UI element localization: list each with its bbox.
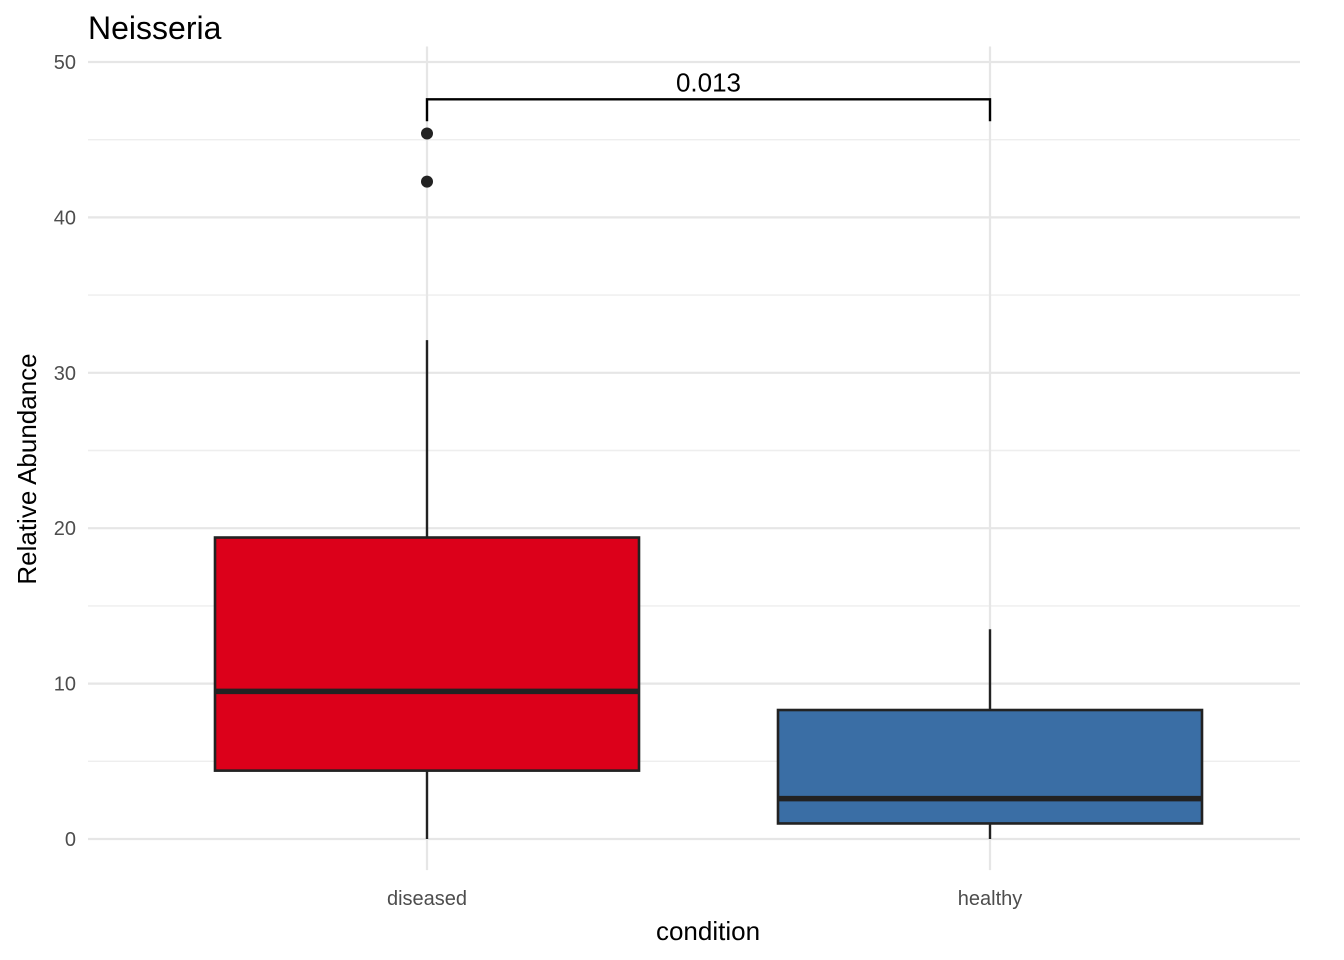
y-tick-label: 20 — [54, 518, 76, 540]
y-tick-label: 10 — [54, 674, 76, 696]
x-axis-title: condition — [656, 916, 760, 946]
y-axis-title: Relative Abundance — [12, 353, 42, 584]
x-tick-label: diseased — [387, 888, 467, 910]
box-iqr — [213, 536, 641, 772]
significance-annotation: 0.013 — [425, 67, 992, 122]
box-healthy — [776, 629, 1204, 839]
box-diseased — [213, 127, 641, 839]
y-tick-label: 0 — [65, 829, 76, 851]
x-tick-label: healthy — [958, 888, 1023, 910]
p-value-label: 0.013 — [676, 67, 741, 97]
outlier-point — [421, 175, 433, 188]
chart-title: Neisseria — [88, 10, 222, 46]
comparison-bracket — [425, 98, 992, 122]
axis-ticks: 0 10 20 30 40 50 diseased healthy — [54, 52, 1023, 910]
y-tick-label: 50 — [54, 52, 76, 74]
boxes — [213, 127, 1204, 839]
y-tick-label: 40 — [54, 207, 76, 229]
box-iqr — [776, 708, 1204, 825]
outlier-point — [421, 127, 433, 140]
y-tick-label: 30 — [54, 363, 76, 385]
